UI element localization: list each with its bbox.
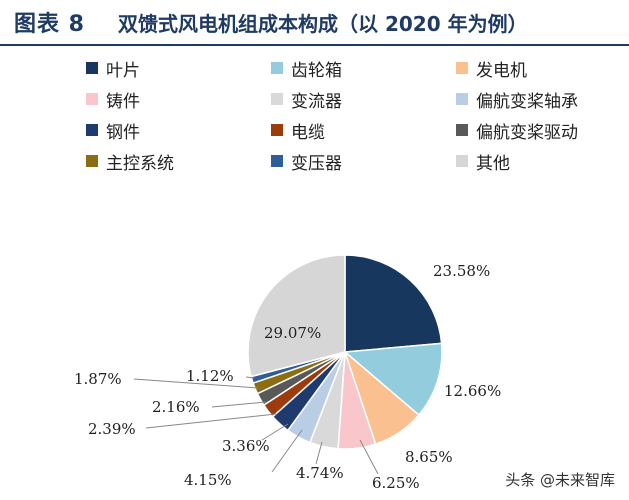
slice-label: 3.36% [222,437,270,455]
legend-swatch [271,93,283,105]
legend-item: 主控系统 [86,146,174,176]
legend-swatch [456,93,468,105]
legend-item: 电缆 [271,115,325,145]
legend-item: 钢件 [86,115,140,145]
slice-label: 6.25% [372,474,420,492]
slice-label: 1.87% [74,370,122,388]
legend-label: 主控系统 [106,153,174,174]
legend-swatch [456,124,468,136]
legend-label: 钢件 [106,122,140,143]
slice-label: 2.16% [152,398,200,416]
legend-label: 电缆 [291,122,325,143]
legend-label: 叶片 [106,60,140,81]
legend-item: 偏航变桨驱动 [456,115,578,145]
slice-label: 12.66% [444,382,501,400]
leader-line [145,413,277,429]
chart-title: 双馈式风电机组成本构成（以 2020 年为例） [118,12,528,36]
legend-swatch [271,155,283,167]
legend-label: 偏航变桨驱动 [476,122,578,143]
legend-swatch [271,124,283,136]
legend-swatch [86,124,98,136]
legend-item: 铸件 [86,84,140,114]
slice-label: 29.07% [264,324,321,342]
legend-item: 偏航变桨轴承 [456,84,578,114]
leader-line [245,376,255,379]
pie-slice [343,342,443,417]
leader-line [315,441,323,465]
watermark: 头条 @未来智库 [505,471,615,489]
slice-label: 23.58% [433,262,490,280]
slice-label: 1.12% [186,367,234,385]
legend-label: 铸件 [106,91,140,112]
legend-swatch [456,155,468,167]
legend-swatch [86,62,98,74]
slice-label: 4.15% [184,471,232,489]
legend-swatch [86,93,98,105]
legend-item: 变流器 [271,84,342,114]
leader-line [133,378,259,389]
slice-label: 8.65% [405,448,453,466]
leader-line [261,423,289,441]
legend-item: 变压器 [271,146,342,176]
pie-slice [247,254,346,378]
legend-label: 变压器 [291,153,342,174]
legend-label: 变流器 [291,91,342,112]
legend-swatch [271,62,283,74]
leader-line [271,429,303,473]
legend-swatch [456,62,468,74]
legend-item: 其他 [456,146,510,176]
legend-label: 发电机 [476,60,527,81]
leader-line [211,401,267,408]
legend-item: 齿轮箱 [271,53,342,83]
figure-number: 图表 8 [14,12,85,37]
leader-line [359,439,379,475]
figure-header: 图表 8 双馈式风电机组成本构成（以 2020 年为例） [0,0,629,46]
legend-item: 发电机 [456,53,527,83]
legend-label: 偏航变桨轴承 [476,91,578,112]
legend-swatch [86,155,98,167]
legend-label: 其他 [476,153,510,174]
legend-label: 齿轮箱 [291,60,342,81]
pie-slice [344,254,443,353]
slice-label: 2.39% [88,420,136,438]
legend-item: 叶片 [86,53,140,83]
slice-label: 4.74% [296,464,344,482]
